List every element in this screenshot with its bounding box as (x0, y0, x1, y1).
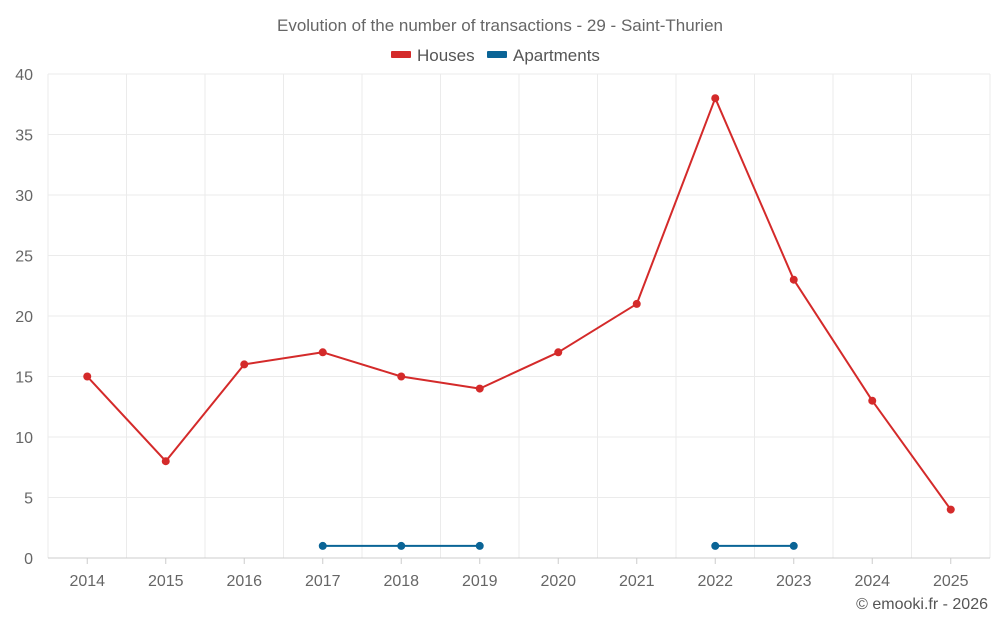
y-tick-label: 25 (15, 249, 33, 266)
x-axis: 2014 2015 2016 2017 2018 2019 2020 2021 2022 2023… (48, 557, 990, 590)
data-point-houses[interactable] (83, 372, 92, 381)
data-point-houses[interactable] (397, 372, 406, 381)
x-tick-label: 2015 (148, 573, 184, 590)
data-point-apartments[interactable] (397, 541, 406, 550)
x-tick-label: 2024 (854, 573, 890, 590)
x-tick-label: 2022 (697, 573, 733, 590)
y-tick-label: 40 (15, 67, 33, 84)
data-point-houses[interactable] (161, 457, 170, 466)
series-line-houses (86, 97, 952, 511)
x-tick-label: 2020 (540, 573, 576, 590)
y-tick-label: 35 (15, 128, 33, 145)
x-tick-label: 2016 (226, 573, 262, 590)
x-tick-label: 2018 (383, 573, 419, 590)
legend-swatch-houses (391, 51, 411, 58)
series (83, 94, 955, 550)
series-apartments (318, 541, 798, 550)
legend-swatch-apartments (487, 51, 507, 58)
y-axis: 0 5 10 15 20 25 30 35 40 (15, 67, 33, 568)
x-tick-label: 2019 (462, 573, 498, 590)
data-point-houses[interactable] (240, 360, 249, 369)
x-tick-label: 2014 (69, 573, 105, 590)
legend: Houses Apartments (391, 46, 600, 65)
gridlines (47, 73, 991, 558)
legend-item-houses[interactable]: Houses (391, 46, 475, 65)
data-point-houses[interactable] (632, 299, 641, 308)
y-tick-label: 15 (15, 370, 33, 387)
series-houses (83, 94, 955, 514)
y-tick-label: 20 (15, 309, 33, 326)
y-tick-label: 30 (15, 188, 33, 205)
data-point-apartments[interactable] (789, 541, 798, 550)
data-point-houses[interactable] (711, 94, 720, 103)
credit-text: © emooki.fr - 2026 (856, 596, 988, 613)
data-point-houses[interactable] (318, 348, 327, 357)
x-tick-label: 2023 (776, 573, 812, 590)
y-tick-label: 0 (24, 551, 33, 568)
data-point-houses[interactable] (946, 505, 955, 514)
data-point-houses[interactable] (475, 384, 484, 393)
data-point-houses[interactable] (554, 348, 563, 357)
data-point-houses[interactable] (789, 275, 798, 284)
data-point-apartments[interactable] (318, 541, 327, 550)
data-point-houses[interactable] (868, 396, 877, 405)
x-tick-label: 2021 (619, 573, 655, 590)
y-tick-label: 5 (24, 491, 33, 508)
legend-label-houses: Houses (417, 46, 475, 65)
x-tick-label: 2025 (933, 573, 969, 590)
legend-label-apartments: Apartments (513, 46, 600, 65)
y-tick-label: 10 (15, 430, 33, 447)
data-point-apartments[interactable] (711, 541, 720, 550)
chart-title: Evolution of the number of transactions … (277, 16, 723, 35)
legend-item-apartments[interactable]: Apartments (487, 46, 600, 65)
x-tick-label: 2017 (305, 573, 341, 590)
data-point-apartments[interactable] (475, 541, 484, 550)
